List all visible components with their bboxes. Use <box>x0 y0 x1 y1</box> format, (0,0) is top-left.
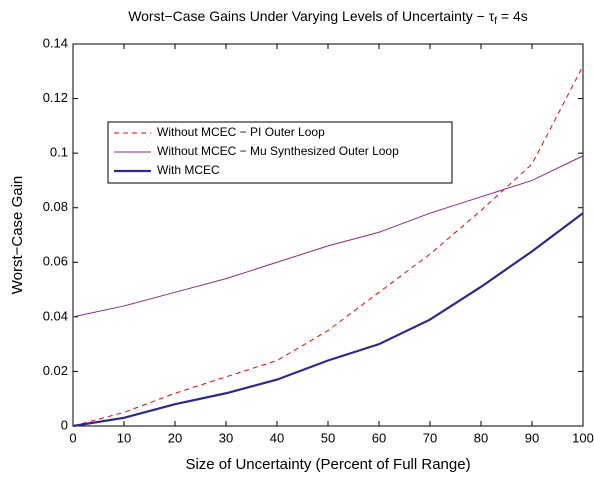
x-tick-label: 30 <box>219 430 233 445</box>
y-tick-label: 0 <box>61 417 68 432</box>
y-tick-label: 0.02 <box>43 363 68 378</box>
line-series <box>72 155 584 318</box>
chart-title: Worst−Case Gains Under Varying Levels of… <box>128 8 528 27</box>
x-tick-label: 50 <box>321 430 335 445</box>
y-tick-label: 0.12 <box>43 90 68 105</box>
legend-label: Without MCEC − Mu Synthesized Outer Loop <box>157 144 399 158</box>
line-series <box>72 212 584 428</box>
y-tick-label: 0.1 <box>50 145 68 160</box>
y-axis-label: Worst−Case Gain <box>9 176 26 295</box>
x-tick-label: 60 <box>372 430 386 445</box>
y-tick-label: 0.08 <box>43 199 68 214</box>
legend-box <box>107 121 453 184</box>
title-subscript: f <box>494 16 497 27</box>
y-tick-label: 0.14 <box>43 35 68 50</box>
title-part: = 4s <box>497 8 528 24</box>
legend-label: Without MCEC − PI Outer Loop <box>157 125 325 139</box>
legend-label: With MCEC <box>157 163 220 177</box>
x-tick-label: 40 <box>270 430 284 445</box>
y-tick-label: 0.06 <box>43 254 68 269</box>
title-part: Worst−Case Gains Under Varying Levels of… <box>128 8 495 24</box>
x-tick-label: 80 <box>474 430 488 445</box>
x-tick-label: 90 <box>525 430 539 445</box>
x-tick-label: 10 <box>117 430 131 445</box>
y-tick-label: 0.04 <box>43 308 68 323</box>
x-axis-label: Size of Uncertainty (Percent of Full Ran… <box>185 456 470 473</box>
x-tick-label: 0 <box>69 430 76 445</box>
x-tick-label: 100 <box>572 430 594 445</box>
x-tick-label: 70 <box>423 430 437 445</box>
x-tick-label: 20 <box>168 430 182 445</box>
plot-area <box>72 43 584 427</box>
line-series <box>72 65 584 427</box>
